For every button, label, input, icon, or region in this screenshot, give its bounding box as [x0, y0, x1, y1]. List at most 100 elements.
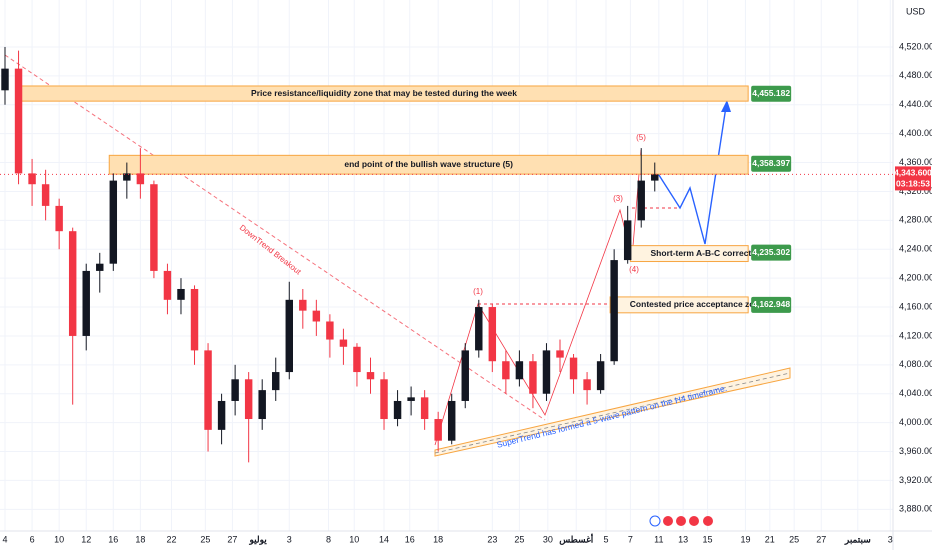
x-tick-label: 5 [604, 534, 609, 544]
candle-body [55, 205, 63, 232]
candle-body [366, 372, 375, 380]
candle-body [339, 339, 348, 347]
y-tick-label: 4,000.000 [899, 417, 932, 427]
wave-label: (3) [613, 194, 623, 203]
icon[interactable] [676, 516, 686, 526]
price-tag-label: 4,358.397 [752, 158, 790, 168]
price-tag-label: 4,455.182 [752, 88, 790, 98]
projection-arrow [721, 100, 731, 112]
candle-body [150, 184, 158, 271]
y-tick-label: 4,080.000 [899, 359, 932, 369]
y-tick-label: 4,520.000 [899, 41, 932, 51]
x-tick-label: 25 [514, 534, 524, 544]
candle-body [109, 180, 118, 264]
candle-body [637, 180, 645, 221]
x-tick-label: 27 [816, 534, 826, 544]
support-channel [434, 367, 791, 457]
y-tick-label: 4,160.000 [899, 301, 932, 311]
candle-body [231, 379, 239, 401]
x-tick-label: 16 [108, 534, 118, 544]
x-tick-label: 8 [326, 534, 331, 544]
x-tick-label: 6 [30, 534, 35, 544]
y-tick-label: 3,880.000 [899, 504, 932, 514]
y-tick-label: 4,400.000 [899, 128, 932, 138]
candles [1, 46, 659, 463]
x-tick-label: 7 [628, 534, 633, 544]
x-tick-label: 3 [287, 534, 292, 544]
x-tick-label: يوليو [249, 534, 268, 545]
candle-body [447, 400, 456, 441]
candle-body [475, 307, 483, 351]
axes: 3,880.000 3,920.000 3,960.000 4,000.000 4,04… [0, 41, 932, 545]
y-tick-label: 3,920.000 [899, 475, 932, 485]
icon[interactable] [663, 516, 673, 526]
y-tick-label: 4,240.000 [899, 244, 932, 254]
zone [609, 296, 749, 314]
candle-body [136, 173, 145, 185]
x-tick-label: 18 [135, 534, 145, 544]
candle-body [651, 174, 659, 181]
candle-body [488, 307, 497, 362]
candle-body [68, 231, 77, 336]
candle-body [461, 350, 469, 401]
candle-body [96, 263, 104, 271]
y-tick-label: 4,440.000 [899, 99, 932, 109]
last-price-label: 4,343.600 [894, 168, 932, 178]
last-price-tag [895, 166, 931, 191]
y-tick-label: 4,480.000 [899, 70, 932, 80]
y-tick-label: 3,960.000 [899, 446, 932, 456]
projection-path [656, 99, 728, 245]
y-tick-label: 4,320.000 [899, 186, 932, 196]
x-tick-label: سبتمبر [844, 534, 871, 545]
x-tick-label: 10 [349, 534, 359, 544]
candle-body [569, 357, 578, 380]
icon[interactable] [703, 516, 713, 526]
candle-body [123, 173, 131, 181]
candle-body [610, 260, 618, 362]
x-tick-label: 27 [227, 534, 237, 544]
x-tick-label: 4 [3, 534, 8, 544]
candle-body [393, 400, 402, 420]
x-tick-label: 23 [487, 534, 497, 544]
candle-body [312, 310, 321, 322]
price-tag-label: 4,235.302 [752, 247, 790, 257]
y-tick-label: 4,360.000 [899, 157, 932, 167]
candle-body [623, 220, 632, 261]
candle-body [434, 419, 442, 441]
candle-body [244, 379, 253, 420]
x-tick-label: 16 [405, 534, 415, 544]
y-tick-label: 4,200.000 [899, 273, 932, 283]
wave-label: (1) [473, 287, 483, 296]
candle-body [502, 361, 510, 380]
wave-label: (5) [636, 133, 646, 142]
candle-body [420, 397, 429, 420]
candle-body [583, 379, 591, 391]
candle-body [353, 346, 361, 373]
candle-body [299, 299, 307, 311]
candle-body [596, 361, 605, 391]
icon[interactable] [649, 515, 661, 527]
wave-line [434, 149, 642, 446]
zone-label: Price resistance/liquidity zone that may… [251, 88, 517, 98]
candle-body [177, 288, 185, 300]
x-tick-label: 12 [81, 534, 91, 544]
icon[interactable] [689, 516, 699, 526]
candle-body [28, 173, 36, 185]
channel-mid [434, 372, 791, 454]
zone-label: Short-term A-B-C correction [651, 248, 765, 258]
y-tick-label: 4,280.000 [899, 215, 932, 225]
candle-body [407, 397, 415, 401]
candle-body [272, 372, 280, 391]
candle-body [217, 400, 226, 430]
x-tick-label: 25 [200, 534, 210, 544]
x-tick-label: 11 [654, 534, 663, 544]
x-tick-label: أغسطس [559, 532, 594, 545]
x-tick-label: 10 [54, 534, 64, 544]
candle-body [515, 361, 524, 380]
x-tick-label: 3 [888, 534, 893, 544]
x-tick-label: 22 [166, 534, 176, 544]
y-tick-label: 4,120.000 [899, 330, 932, 340]
price-tag-label: 4,162.948 [752, 299, 790, 309]
